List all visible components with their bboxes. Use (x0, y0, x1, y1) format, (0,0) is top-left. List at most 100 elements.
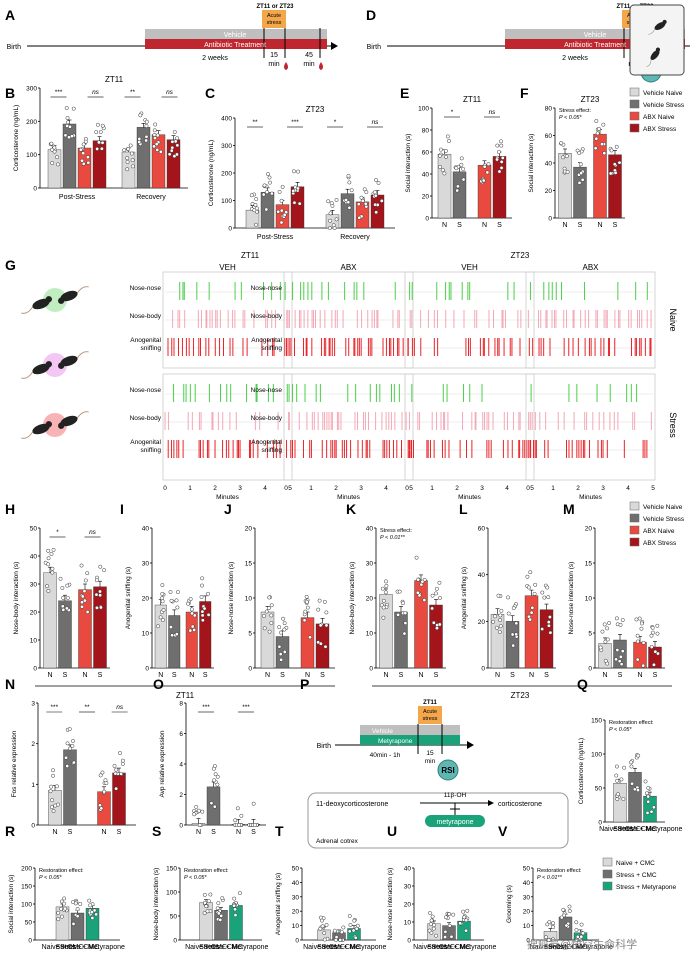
x-tick-label: N (265, 672, 270, 679)
data-point (94, 578, 99, 583)
data-point (565, 170, 570, 174)
significance-label: *** (291, 119, 299, 126)
mouse-icon (21, 361, 52, 379)
x-tick-label: Naive + CMC (530, 944, 572, 951)
mouse-icon (58, 411, 89, 429)
data-point (617, 659, 622, 664)
data-point (396, 612, 401, 617)
data-point (120, 758, 125, 763)
data-point (130, 164, 135, 169)
panel-letter-s: S (152, 823, 161, 839)
data-point (269, 621, 274, 625)
y-tick-label: 40 (292, 880, 300, 887)
data-point (655, 623, 660, 628)
data-point (61, 607, 66, 612)
data-point (65, 595, 70, 600)
legend-item-label: ABX Naive (643, 114, 675, 121)
data-point (120, 762, 125, 766)
x-tick-label: Naive + CMC (42, 944, 84, 951)
chart-panel-j: 0 5 10 15 20 Nose-nose interaction (s) N S N S (228, 526, 335, 679)
data-point (170, 633, 175, 638)
y-tick-label: 40 (30, 554, 38, 561)
panel-letter-v: V (498, 823, 508, 839)
data-point (397, 589, 402, 594)
data-point (175, 605, 180, 610)
data-point (427, 928, 432, 933)
data-point (220, 896, 225, 901)
data-point (459, 156, 464, 161)
x-tick-label: N (442, 222, 447, 229)
raster-minutes-label: Minutes (458, 494, 482, 501)
y-tick-label: 0 (598, 820, 602, 827)
y-axis-label: Anogenital sniffing (s) (275, 873, 282, 935)
y-tick-label: 300 (26, 86, 37, 93)
data-point (344, 198, 348, 202)
y-tick-label: 10 (404, 920, 412, 927)
chart-panel-l: 0 20 40 60 Anogenital sniffing (s) N S N S (461, 526, 556, 679)
data-point (464, 918, 469, 923)
y-tick-label: 40 (523, 880, 531, 887)
mouse-body (650, 50, 660, 60)
vehicle-bar-label: Vehicle (584, 32, 607, 39)
data-point (302, 618, 307, 623)
data-point (322, 599, 327, 604)
y-axis-label: Nose-nose interaction (s) (568, 562, 575, 635)
data-point (559, 915, 564, 920)
x-tick-label: S (544, 672, 549, 679)
data-point (98, 130, 103, 134)
data-point (114, 786, 119, 791)
y-axis-label: Corticosterone (ng/mL) (13, 105, 20, 171)
raster-header-zt11: ZT11 (241, 251, 260, 260)
data-point (168, 590, 173, 594)
y-axis-label: Nose-body interaction (s) (153, 868, 160, 941)
data-point (637, 616, 642, 621)
x-tick-label: Naive + CMC (303, 944, 345, 951)
time-40-label: 40min - 1h (370, 752, 401, 759)
data-point (438, 153, 442, 158)
y-tick-label: 30 (523, 894, 531, 901)
data-point (656, 651, 660, 656)
y-axis-label: Avp relative expression (159, 730, 166, 797)
raster-row-label: sniffing (141, 447, 162, 454)
legend-swatch (629, 537, 640, 547)
data-point (70, 134, 74, 139)
data-point (284, 210, 289, 215)
data-point (652, 662, 656, 667)
data-point (264, 207, 269, 212)
data-point (83, 139, 88, 144)
data-point (622, 765, 627, 770)
y-tick-label: 0 (31, 823, 35, 830)
data-point (81, 161, 86, 166)
chart-title: ZT11 (105, 75, 124, 84)
data-point (651, 630, 655, 635)
data-point (144, 124, 149, 128)
y-tick-label: 400 (221, 116, 232, 123)
data-point (71, 921, 76, 926)
data-point (266, 606, 271, 611)
data-point (546, 595, 551, 600)
data-point (381, 598, 386, 603)
data-point (61, 595, 66, 600)
data-point (614, 616, 619, 621)
data-point (144, 119, 149, 124)
raster-row-label: Nose-body (130, 313, 162, 320)
mouse-tail (77, 351, 89, 359)
data-point (500, 155, 505, 160)
two-weeks-label: 2 weeks (202, 55, 228, 62)
vehicle-bar (360, 725, 460, 735)
legend-item-label: Vehicle Stress (643, 102, 685, 109)
data-point (430, 606, 435, 611)
data-point (155, 624, 160, 629)
data-point (352, 918, 357, 923)
raster-tick-label: 3 (480, 485, 484, 492)
data-point (429, 918, 434, 923)
data-point (575, 934, 580, 939)
chart-panel-m: 0 5 10 15 20 Nose-nose interaction (s) N S N S (568, 526, 665, 679)
data-point (59, 906, 64, 911)
timeline-birth-label: Birth (367, 44, 382, 51)
significance-label: ** (84, 704, 90, 711)
y-tick-label: 20 (366, 596, 374, 603)
x-tick-label: Stress + Metyrapone (618, 826, 683, 833)
panel-letter-l: L (459, 501, 468, 517)
data-point (175, 143, 180, 148)
